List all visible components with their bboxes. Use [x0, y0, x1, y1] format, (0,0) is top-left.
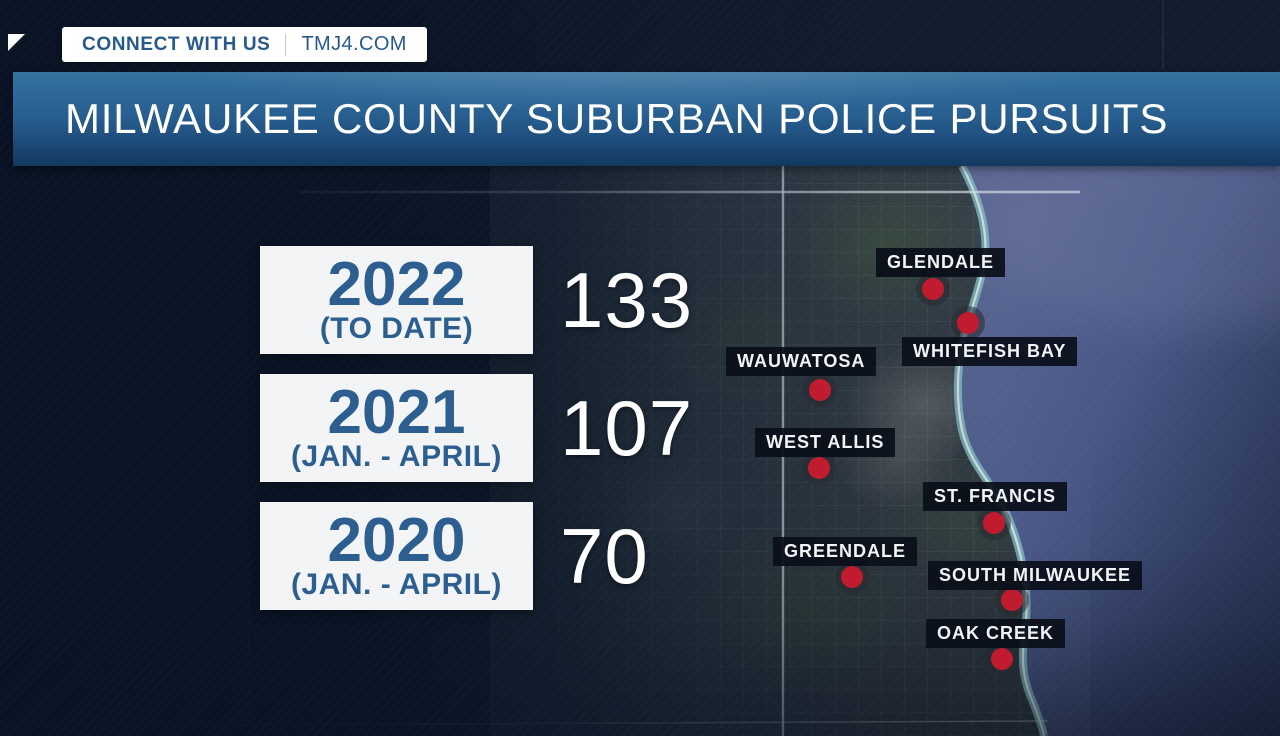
city-marker-dot: [809, 379, 831, 401]
stat-value-2022: 133: [560, 256, 694, 344]
stat-year: 2020: [327, 505, 466, 575]
city-label-wauwatosa: WAUWATOSA: [726, 347, 877, 376]
site-url-label[interactable]: TMJ4.COM: [301, 33, 407, 55]
divider-line: [285, 33, 287, 56]
stat-period: (JAN. - APRIL): [291, 439, 502, 473]
connect-with-us-label: CONNECT WITH US: [82, 33, 271, 55]
city-label-oak-creek: OAK CREEK: [926, 619, 1066, 648]
city-label-west-allis: WEST ALLIS: [755, 428, 896, 457]
county-line-left-faint: [247, 539, 251, 736]
city-marker-dot: [808, 457, 830, 479]
stat-box-2021: 2021 (JAN. - APRIL): [260, 374, 533, 482]
title-banner: MILWAUKEE COUNTY SUBURBAN POLICE PURSUIT…: [13, 72, 1280, 166]
stat-year: 2021: [327, 377, 466, 447]
city-marker-dot: [1001, 589, 1023, 611]
connect-bar[interactable]: CONNECT WITH US TMJ4.COM: [62, 27, 427, 62]
city-marker-dot: [841, 566, 863, 588]
page-title: MILWAUKEE COUNTY SUBURBAN POLICE PURSUIT…: [65, 95, 1169, 142]
stat-period: (JAN. - APRIL): [291, 567, 502, 601]
stat-box-2022: 2022 (TO DATE): [260, 246, 533, 354]
city-label-greendale: GREENDALE: [773, 537, 918, 566]
city-label-whitefish-bay: WHITEFISH BAY: [902, 337, 1078, 366]
stat-box-2020: 2020 (JAN. - APRIL): [260, 502, 533, 610]
county-line-bottom: [0, 720, 1049, 727]
stat-year: 2022: [327, 249, 466, 319]
stat-value-2021: 107: [560, 384, 694, 472]
city-marker-dot: [983, 512, 1005, 534]
city-label-south-milwaukee: SOUTH MILWAUKEE: [928, 561, 1143, 590]
stat-value-2020: 70: [560, 512, 649, 600]
speech-bubble-tail: [8, 34, 25, 51]
city-marker-dot: [922, 278, 944, 300]
city-marker-dot: [991, 648, 1013, 670]
city-label-glendale: GLENDALE: [876, 248, 1005, 277]
stat-period: (TO DATE): [319, 311, 474, 345]
city-marker-dot: [957, 312, 979, 334]
city-label-st-francis: ST. FRANCIS: [923, 482, 1068, 511]
